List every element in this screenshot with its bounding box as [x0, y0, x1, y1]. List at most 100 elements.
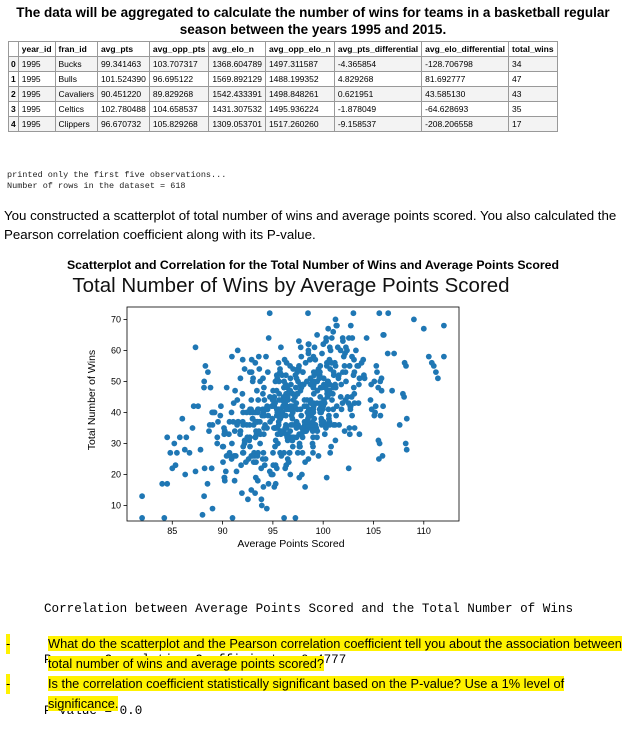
data-point	[391, 350, 397, 357]
question-text: What do the scatterplot and the Pearson …	[48, 636, 622, 671]
data-point	[292, 372, 299, 379]
data-point	[403, 446, 410, 453]
data-point	[292, 384, 299, 391]
question-list: - What do the scatterplot and the Pearso…	[0, 634, 626, 714]
data-point	[201, 384, 207, 391]
table-cell: 101.524390	[96, 71, 150, 87]
x-tick-label: 105	[366, 526, 381, 536]
y-tick-label: 70	[111, 314, 121, 324]
data-point	[250, 459, 257, 465]
data-point	[275, 359, 282, 366]
data-point	[299, 449, 306, 456]
data-point	[403, 363, 409, 369]
table-cell: 47	[508, 71, 558, 87]
data-point	[245, 496, 251, 503]
data-point	[356, 381, 362, 388]
data-point	[329, 397, 335, 403]
data-point	[265, 480, 272, 487]
data-point	[300, 381, 306, 388]
data-point	[189, 425, 196, 431]
data-point	[332, 381, 338, 388]
data-point	[310, 384, 317, 391]
data-point	[375, 384, 382, 391]
data-point	[334, 344, 341, 351]
data-point	[256, 366, 263, 372]
table-cell: 1	[8, 71, 19, 87]
data-point	[232, 387, 239, 394]
data-point	[332, 316, 339, 323]
data-point	[374, 369, 380, 375]
data-point	[334, 322, 340, 329]
data-point	[248, 397, 255, 403]
data-point	[338, 381, 345, 388]
table-cell: -4.365854	[333, 56, 423, 72]
column-header: total_wins	[508, 41, 558, 57]
data-point	[176, 434, 183, 441]
column-header: avg_pts_differential	[333, 41, 423, 57]
data-point	[380, 403, 386, 410]
data-point	[379, 453, 386, 459]
table-cell: 99.341463	[96, 56, 150, 72]
points-layer	[139, 310, 447, 521]
data-point	[238, 462, 245, 469]
data-point	[328, 359, 335, 366]
table-cell: 1995	[17, 116, 56, 132]
data-point	[207, 384, 214, 391]
data-point	[341, 363, 348, 369]
data-point	[310, 409, 317, 416]
table-cell: 17	[508, 116, 558, 132]
table-cell: -208.206558	[421, 116, 509, 132]
data-point	[347, 406, 354, 413]
data-point	[309, 378, 316, 385]
table-cell: 104.658537	[148, 101, 210, 117]
data-point	[327, 347, 334, 354]
data-point	[336, 422, 342, 428]
data-point	[356, 431, 363, 438]
data-point	[301, 403, 308, 410]
data-point	[265, 335, 272, 341]
data-point	[323, 335, 330, 341]
table-cell: 1431.307532	[208, 101, 266, 117]
data-point	[234, 422, 241, 428]
data-point	[247, 443, 253, 450]
data-point	[221, 431, 228, 438]
data-point	[325, 325, 332, 332]
data-point	[201, 378, 208, 385]
data-point	[378, 375, 385, 382]
table-cell: 34	[508, 56, 558, 72]
data-point	[258, 502, 265, 509]
data-point	[441, 353, 447, 360]
data-point	[346, 425, 353, 431]
table-cell: 0.621951	[333, 86, 423, 102]
data-point	[231, 428, 238, 434]
data-point	[252, 434, 259, 441]
data-point	[250, 375, 256, 382]
data-point	[239, 390, 246, 397]
data-point	[172, 462, 179, 469]
data-point	[257, 418, 263, 425]
data-point	[296, 338, 302, 344]
data-point	[428, 359, 435, 366]
data-point	[310, 449, 316, 456]
data-point	[239, 356, 246, 363]
table-cell: 103.707317	[148, 56, 210, 72]
data-point	[241, 366, 248, 372]
table-cell: Celtics	[54, 101, 98, 117]
data-point	[297, 443, 303, 450]
data-point	[260, 431, 267, 438]
data-point	[220, 459, 226, 465]
data-point	[205, 369, 211, 375]
data-point	[190, 403, 197, 410]
data-point	[302, 359, 309, 366]
data-point	[282, 465, 289, 472]
data-point	[314, 434, 320, 441]
data-point	[339, 400, 346, 406]
data-point	[337, 394, 344, 400]
table-cell: 1517.260260	[264, 116, 335, 132]
data-point	[278, 344, 284, 351]
data-point	[326, 422, 333, 428]
data-point	[371, 412, 378, 419]
data-point	[231, 453, 238, 459]
chart-title: Total Number of Wins by Average Points S…	[72, 274, 510, 297]
data-point	[373, 363, 380, 369]
